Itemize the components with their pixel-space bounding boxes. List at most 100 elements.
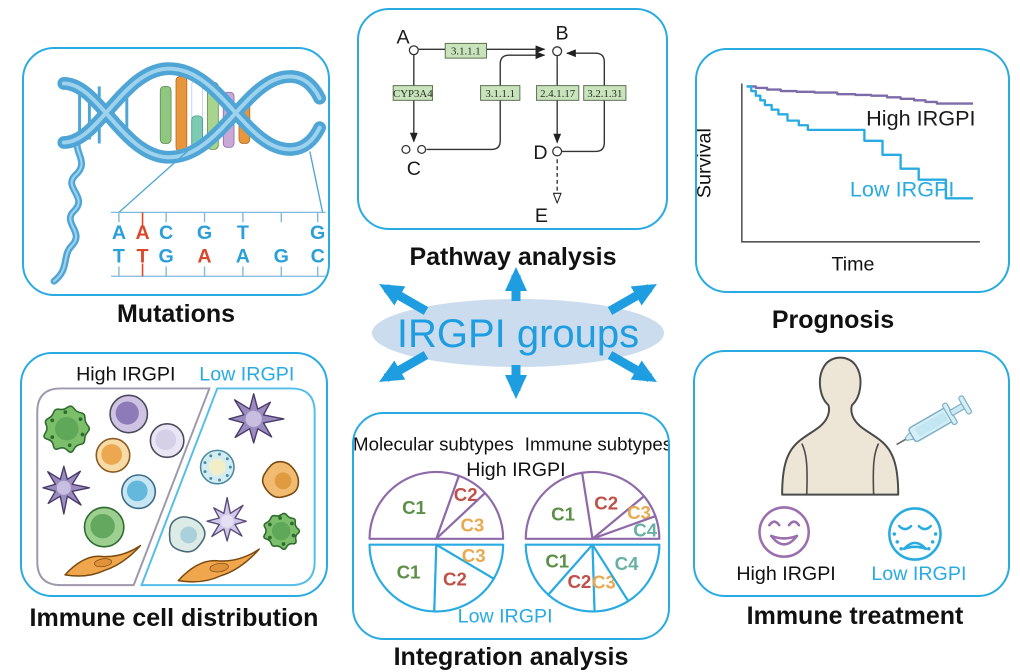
dendritic-cell-icon [42,465,91,515]
dna-base: C [311,246,325,268]
low-irgpi-curve-label: Low IRGPI [850,177,955,202]
dna-base: A [135,222,149,244]
pie-slice-label: C3 [627,502,651,523]
high-irgpi-face-label: High IRGPI [736,563,835,585]
lymphocyte-cell-icon [109,394,149,434]
arrow-down-right-icon [607,351,657,382]
survival-curves [746,85,973,200]
arrow-up-right-icon [607,284,657,315]
cell-icon [261,460,300,499]
molecular-subtypes-pie: C1 C2 C3 C1 C2 C3 [368,470,505,613]
survival-chart: Survival Time High IRGPI Low IRGPI [697,83,980,275]
dna-base: T [237,222,249,244]
macrophage-cell-icon [43,405,91,453]
irgpi-groups-hub: IRGPI groups [340,255,680,405]
hub-ellipse [372,299,664,367]
arrow-up-left-icon [379,284,429,315]
y-axis-label: Survival [697,128,715,198]
pathway-graphic: A B C D E 3.1.1.1 CYP3A4 3.1.1.1 2.4.1.1… [392,22,627,227]
pie-slice [435,543,505,580]
dna-base: A [236,246,250,268]
node-label-d: D [533,142,547,164]
pie-slice-label: C2 [567,571,591,592]
high-irgpi-region [36,387,211,587]
node-label-a: A [396,26,410,48]
pie-slice-label: C4 [633,519,657,540]
dna-base: G [274,246,289,268]
high-irgpi-curve-label: High IRGPI [866,106,975,131]
enzyme-label: 2.4.1.17 [540,88,576,100]
pie-slice [368,470,461,540]
immune-cells-panel: High IRGPI Low IRGPI [20,352,328,597]
pie-slice-label: C1 [397,561,421,582]
immune-cells-graphic: High IRGPI Low IRGPI [36,364,316,587]
happy-face-icon [758,506,810,558]
pie-slice [524,471,594,540]
cell-icon [95,437,131,473]
pie-slice-label: C1 [551,503,575,524]
prognosis-panel: Survival Time High IRGPI Low IRGPI [695,48,1010,293]
pathway-title: Pathway analysis [409,243,617,271]
dna-base: G [159,246,174,268]
immune-subtypes-label: Immune subtypes [525,433,668,454]
enzyme-label: CYP3A4 [393,88,433,100]
enzyme-box [583,85,627,101]
zoom-line-right [309,151,324,213]
zoom-line-left [118,146,193,213]
integration-graphic: Molecular subtypes Immune subtypes High … [354,433,668,627]
integration-panel: Molecular subtypes Immune subtypes High … [352,412,670,640]
node-label-e: E [535,205,548,227]
dna-base: G [197,222,212,244]
molecular-subtypes-label: Molecular subtypes [354,433,514,454]
sad-face-icon [888,507,942,561]
pie-slice [368,543,438,613]
macrophage-cell-icon [263,512,301,551]
dendritic-cell-icon [228,393,285,444]
x-axis-label: Time [832,253,875,275]
node-d [552,146,563,157]
node-label-c: C [407,158,421,180]
arrow-down-left-icon [379,351,429,382]
low-irgpi-pies-label: Low IRGPI [458,605,553,627]
node-a [408,45,419,56]
node-c2 [417,144,427,155]
edge-c-b-loop [426,51,546,151]
node-label-b: B [556,22,569,44]
prognosis-title: Prognosis [771,306,895,334]
syringe-icon [896,395,973,446]
axes [741,83,980,243]
pie-slice-label: C1 [545,550,569,571]
cell-icon [199,449,235,485]
pie-slice-label: C4 [615,553,639,574]
mutations-title: Mutations [116,300,236,328]
dna-helix-icon [50,62,327,285]
dendritic-cell-icon [206,496,247,542]
pie-slice-label: C3 [460,514,484,535]
pie-slice [433,543,495,613]
dna-base: C [159,222,173,244]
enzyme-box [480,85,521,101]
pie-slice [591,543,661,603]
dna-base: G [310,222,325,244]
fibroblast-cell-icon [177,548,260,583]
enzyme-label: 3.1.1.1 [485,88,515,100]
pie-slice-label: C2 [454,484,478,505]
pie-slice-label: C2 [594,492,618,513]
pie-slice-label: C3 [592,572,616,593]
cell-icon [83,506,125,548]
survival-curve [746,85,973,200]
high-irgpi-region-label: High IRGPI [76,364,175,386]
enzyme-box [392,85,433,101]
pathway-panel: A B C D E 3.1.1.1 CYP3A4 3.1.1.1 2.4.1.1… [357,8,668,230]
treatment-graphic: High IRGPI Low IRGPI [736,356,973,585]
node-b [552,46,563,57]
high-irgpi-pies-label: High IRGPI [466,459,565,481]
dna-base: A [112,222,126,244]
pie-slice [581,470,646,540]
dna-base: T [113,246,125,268]
treatment-title: Immune treatment [746,602,964,630]
treatment-panel: High IRGPI Low IRGPI [693,350,1010,597]
